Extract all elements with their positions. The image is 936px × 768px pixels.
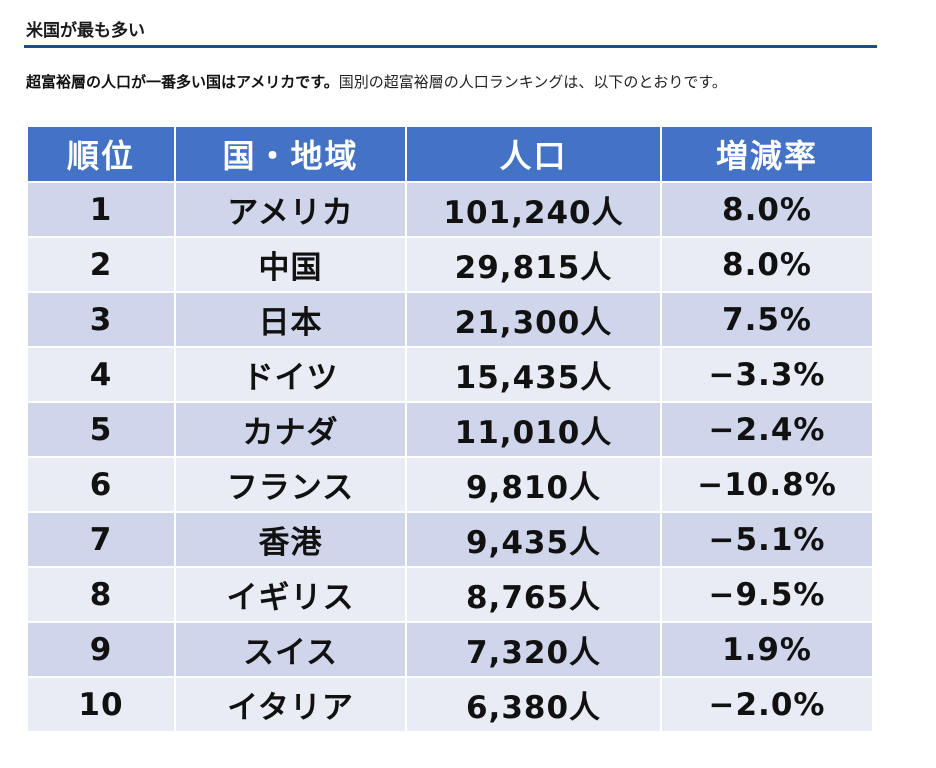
cell-rank: 3 xyxy=(26,291,176,348)
section-heading: 米国が最も多い xyxy=(24,12,877,48)
cell-change: 1.9% xyxy=(660,621,874,678)
cell-change: −2.4% xyxy=(660,401,874,458)
table-row: 6 フランス 9,810人 −10.8% xyxy=(26,456,874,513)
cell-rank: 9 xyxy=(26,621,176,678)
cell-population: 6,380人 xyxy=(405,676,662,733)
cell-change: −3.3% xyxy=(660,346,874,403)
intro-bold-text: 超富裕層の人口が一番多い国はアメリカです。 xyxy=(26,73,339,91)
cell-change: 8.0% xyxy=(660,181,874,238)
cell-country: 日本 xyxy=(174,291,407,348)
header-population: 人口 xyxy=(405,125,662,183)
cell-country: 中国 xyxy=(174,236,407,293)
intro-normal-text: 国別の超富裕層の人口ランキングは、以下のとおりです。 xyxy=(338,73,727,91)
cell-population: 9,435人 xyxy=(405,511,662,568)
cell-country: スイス xyxy=(174,621,407,678)
cell-population: 101,240人 xyxy=(405,181,662,238)
cell-country: ドイツ xyxy=(174,346,407,403)
table-row: 3 日本 21,300人 7.5% xyxy=(26,291,874,348)
cell-rank: 10 xyxy=(26,676,176,733)
table-row: 7 香港 9,435人 −5.1% xyxy=(26,511,874,568)
cell-rank: 5 xyxy=(26,401,176,458)
table-row: 1 アメリカ 101,240人 8.0% xyxy=(26,181,874,238)
intro-paragraph: 超富裕層の人口が一番多い国はアメリカです。国別の超富裕層の人口ランキングは、以下… xyxy=(26,70,727,94)
cell-population: 9,810人 xyxy=(405,456,662,513)
cell-change: −9.5% xyxy=(660,566,874,623)
cell-change: 7.5% xyxy=(660,291,874,348)
cell-population: 11,010人 xyxy=(405,401,662,458)
cell-country: フランス xyxy=(174,456,407,513)
cell-change: 8.0% xyxy=(660,236,874,293)
cell-rank: 7 xyxy=(26,511,176,568)
cell-population: 29,815人 xyxy=(405,236,662,293)
header-change: 増減率 xyxy=(660,125,874,183)
table-row: 2 中国 29,815人 8.0% xyxy=(26,236,874,293)
cell-change: −10.8% xyxy=(660,456,874,513)
table-row: 8 イギリス 8,765人 −9.5% xyxy=(26,566,874,623)
table-row: 5 カナダ 11,010人 −2.4% xyxy=(26,401,874,458)
cell-population: 8,765人 xyxy=(405,566,662,623)
header-rank: 順位 xyxy=(26,125,176,183)
ranking-table: 順位 国・地域 人口 増減率 1 アメリカ 101,240人 8.0% 2 中国… xyxy=(26,125,874,733)
header-country: 国・地域 xyxy=(174,125,407,183)
cell-country: イギリス xyxy=(174,566,407,623)
cell-rank: 8 xyxy=(26,566,176,623)
cell-population: 7,320人 xyxy=(405,621,662,678)
cell-country: イタリア xyxy=(174,676,407,733)
table-row: 4 ドイツ 15,435人 −3.3% xyxy=(26,346,874,403)
cell-rank: 2 xyxy=(26,236,176,293)
section-heading-text: 米国が最も多い xyxy=(26,21,145,41)
cell-country: アメリカ xyxy=(174,181,407,238)
table-header-row: 順位 国・地域 人口 増減率 xyxy=(26,125,874,183)
table-row: 9 スイス 7,320人 1.9% xyxy=(26,621,874,678)
cell-country: 香港 xyxy=(174,511,407,568)
cell-country: カナダ xyxy=(174,401,407,458)
cell-rank: 6 xyxy=(26,456,176,513)
cell-change: −2.0% xyxy=(660,676,874,733)
cell-change: −5.1% xyxy=(660,511,874,568)
cell-rank: 4 xyxy=(26,346,176,403)
cell-rank: 1 xyxy=(26,181,176,238)
cell-population: 21,300人 xyxy=(405,291,662,348)
cell-population: 15,435人 xyxy=(405,346,662,403)
table-row: 10 イタリア 6,380人 −2.0% xyxy=(26,676,874,733)
